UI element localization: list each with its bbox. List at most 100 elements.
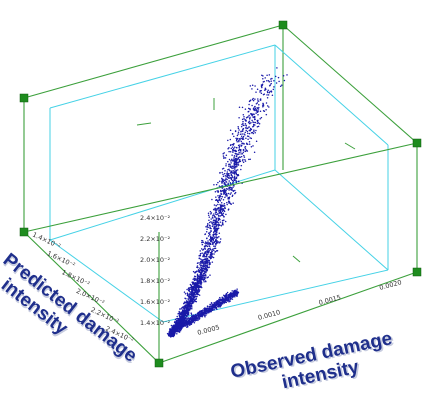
data-point (268, 84, 271, 87)
data-point (196, 318, 198, 320)
data-point (245, 137, 247, 140)
data-point (215, 199, 217, 201)
data-point (215, 250, 218, 252)
data-point (193, 284, 196, 287)
data-point (245, 129, 247, 132)
data-point (250, 145, 253, 148)
data-point (204, 311, 207, 314)
data-point (201, 315, 204, 318)
data-point (212, 307, 214, 310)
data-point (228, 158, 231, 161)
data-point (233, 160, 235, 163)
data-point (238, 116, 240, 119)
data-point (205, 269, 207, 272)
data-point (227, 148, 229, 150)
data-point (221, 196, 224, 198)
data-point (208, 238, 211, 241)
data-point (191, 301, 193, 303)
data-point (197, 288, 200, 291)
data-point (201, 261, 204, 264)
data-point (197, 277, 199, 280)
data-point (229, 151, 232, 153)
data-point (240, 151, 242, 153)
data-point (233, 164, 235, 166)
data-point (234, 152, 237, 155)
data-point (211, 309, 214, 311)
data-point (244, 159, 246, 161)
data-point (215, 217, 218, 219)
data-point (233, 149, 235, 152)
data-point (262, 81, 265, 83)
data-point (234, 171, 236, 173)
data-point (193, 283, 196, 285)
data-point (206, 257, 209, 260)
data-point (213, 184, 215, 186)
data-point (208, 242, 211, 245)
data-point (266, 74, 268, 76)
data-point (204, 265, 206, 267)
data-point (255, 103, 258, 105)
data-point (221, 298, 224, 300)
data-point (282, 74, 285, 77)
data-point (226, 178, 228, 181)
data-point (166, 332, 169, 335)
data-point (233, 179, 236, 182)
data-point (239, 149, 242, 152)
data-point (245, 149, 248, 151)
data-point (258, 104, 260, 106)
data-point (235, 290, 238, 293)
data-point (247, 132, 249, 135)
data-point (236, 165, 238, 168)
data-point (208, 244, 210, 246)
data-point (257, 98, 259, 100)
data-point (186, 306, 189, 309)
data-point (223, 152, 225, 154)
data-point (195, 286, 198, 289)
data-point (259, 98, 262, 100)
data-point (268, 106, 270, 108)
data-point (231, 295, 233, 298)
data-point (174, 330, 176, 332)
data-point (247, 110, 250, 113)
data-point (172, 330, 174, 333)
data-point (222, 212, 225, 215)
data-point (192, 288, 195, 291)
data-point (196, 285, 198, 287)
data-point (187, 313, 190, 315)
data-point (196, 290, 199, 292)
data-point (230, 165, 232, 167)
data-point (209, 274, 211, 276)
data-point (193, 321, 196, 324)
data-point (215, 183, 218, 186)
data-point (214, 245, 216, 248)
data-point (237, 164, 240, 166)
data-point (217, 194, 219, 197)
data-point (173, 333, 175, 336)
data-point (237, 125, 239, 128)
data-point (268, 74, 271, 76)
data-point (236, 164, 238, 167)
data-point (259, 110, 262, 112)
data-point (232, 202, 234, 204)
data-point (228, 293, 230, 296)
data-point (186, 326, 188, 329)
data-point (211, 225, 214, 227)
scatter-points (166, 67, 288, 338)
data-point (218, 180, 221, 182)
data-point (225, 184, 227, 186)
data-point (216, 231, 218, 233)
data-point (170, 324, 173, 327)
data-point (215, 237, 218, 239)
data-point (240, 144, 243, 146)
data-point (183, 302, 185, 305)
data-point (204, 315, 206, 318)
data-point (226, 171, 229, 173)
data-point (255, 109, 258, 111)
data-point (188, 287, 190, 289)
svg-text:Predicted damageintensity: Predicted damageintensity (0, 249, 141, 383)
data-point (196, 266, 198, 268)
data-point (260, 116, 263, 119)
data-point (230, 147, 233, 150)
data-point (233, 166, 236, 169)
